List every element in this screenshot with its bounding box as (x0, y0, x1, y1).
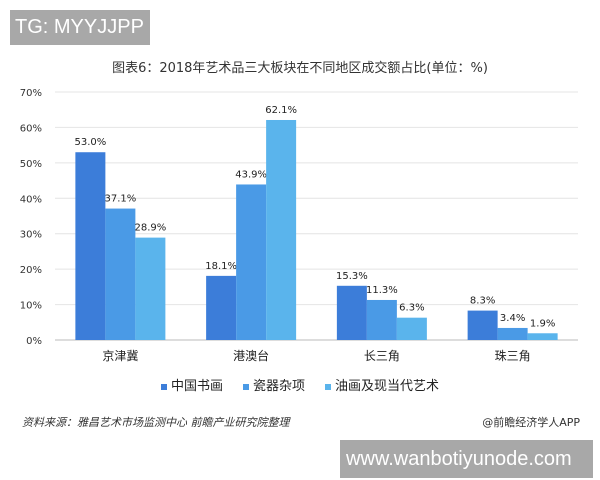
data-label: 28.9% (134, 223, 166, 234)
bar (75, 152, 106, 340)
bar (206, 275, 237, 340)
legend-label: 中国书画 (170, 379, 223, 394)
bar (497, 327, 528, 340)
y-tick-label: 0% (26, 336, 42, 347)
chart-title: 图表6：2018年艺术品三大板块在不同地区成交额占比(单位：%) (112, 61, 488, 76)
watermark-bottom: www.wanbotiyunode.com (340, 440, 593, 478)
y-tick-label: 10% (20, 301, 42, 312)
legend-item: 中国书画 (160, 375, 223, 394)
x-tick-label: 港澳台 (233, 348, 269, 363)
bar (366, 299, 397, 340)
legend-label: 瓷器杂项 (252, 379, 305, 394)
y-tick-label: 30% (20, 230, 42, 241)
y-tick-label: 50% (20, 159, 42, 170)
data-label: 3.4% (500, 313, 525, 324)
x-tick-label: 长三角 (364, 349, 400, 363)
bar (396, 317, 427, 340)
data-label: 8.3% (470, 296, 495, 307)
y-tick-label: 60% (20, 123, 42, 134)
y-tick-label: 20% (20, 265, 42, 276)
bar (336, 285, 367, 340)
legend-swatch (160, 383, 167, 390)
watermark-top: TG: MYYJJPP (10, 10, 150, 45)
bar (236, 184, 267, 340)
y-tick-label: 40% (20, 194, 42, 205)
data-label: 18.1% (205, 261, 237, 272)
data-label: 62.1% (265, 105, 297, 116)
legend-swatch (242, 383, 249, 390)
data-label: 6.3% (399, 303, 424, 314)
bar (266, 119, 297, 340)
legend: 中国书画 瓷器杂项 油画及现当代艺术 (0, 375, 600, 394)
data-label: 11.3% (366, 285, 398, 296)
bar (467, 310, 498, 340)
data-label: 53.0% (74, 137, 106, 148)
x-tick-label: 京津冀 (102, 349, 138, 363)
y-tick-label: 70% (20, 88, 42, 99)
source-note: 资料来源：雅昌艺术市场监测中心 前瞻产业研究院整理 (22, 416, 290, 429)
data-label: 15.3% (336, 271, 368, 282)
bar (527, 333, 558, 340)
data-label: 37.1% (104, 194, 136, 205)
bar (135, 237, 166, 340)
data-label: 1.9% (530, 318, 555, 329)
x-tick-label: 珠三角 (495, 349, 531, 363)
legend-item: 瓷器杂项 (242, 375, 305, 394)
legend-label: 油画及现当代艺术 (335, 379, 440, 394)
legend-item: 油画及现当代艺术 (325, 375, 439, 394)
bar (105, 208, 136, 340)
data-label: 43.9% (235, 169, 267, 180)
legend-swatch (325, 383, 331, 390)
app-credit: @前瞻经济学人APP (482, 416, 580, 429)
